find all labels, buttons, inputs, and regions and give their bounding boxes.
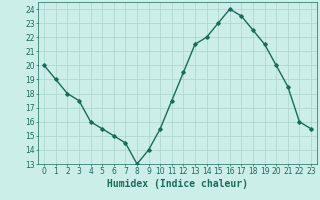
X-axis label: Humidex (Indice chaleur): Humidex (Indice chaleur) [107, 179, 248, 189]
